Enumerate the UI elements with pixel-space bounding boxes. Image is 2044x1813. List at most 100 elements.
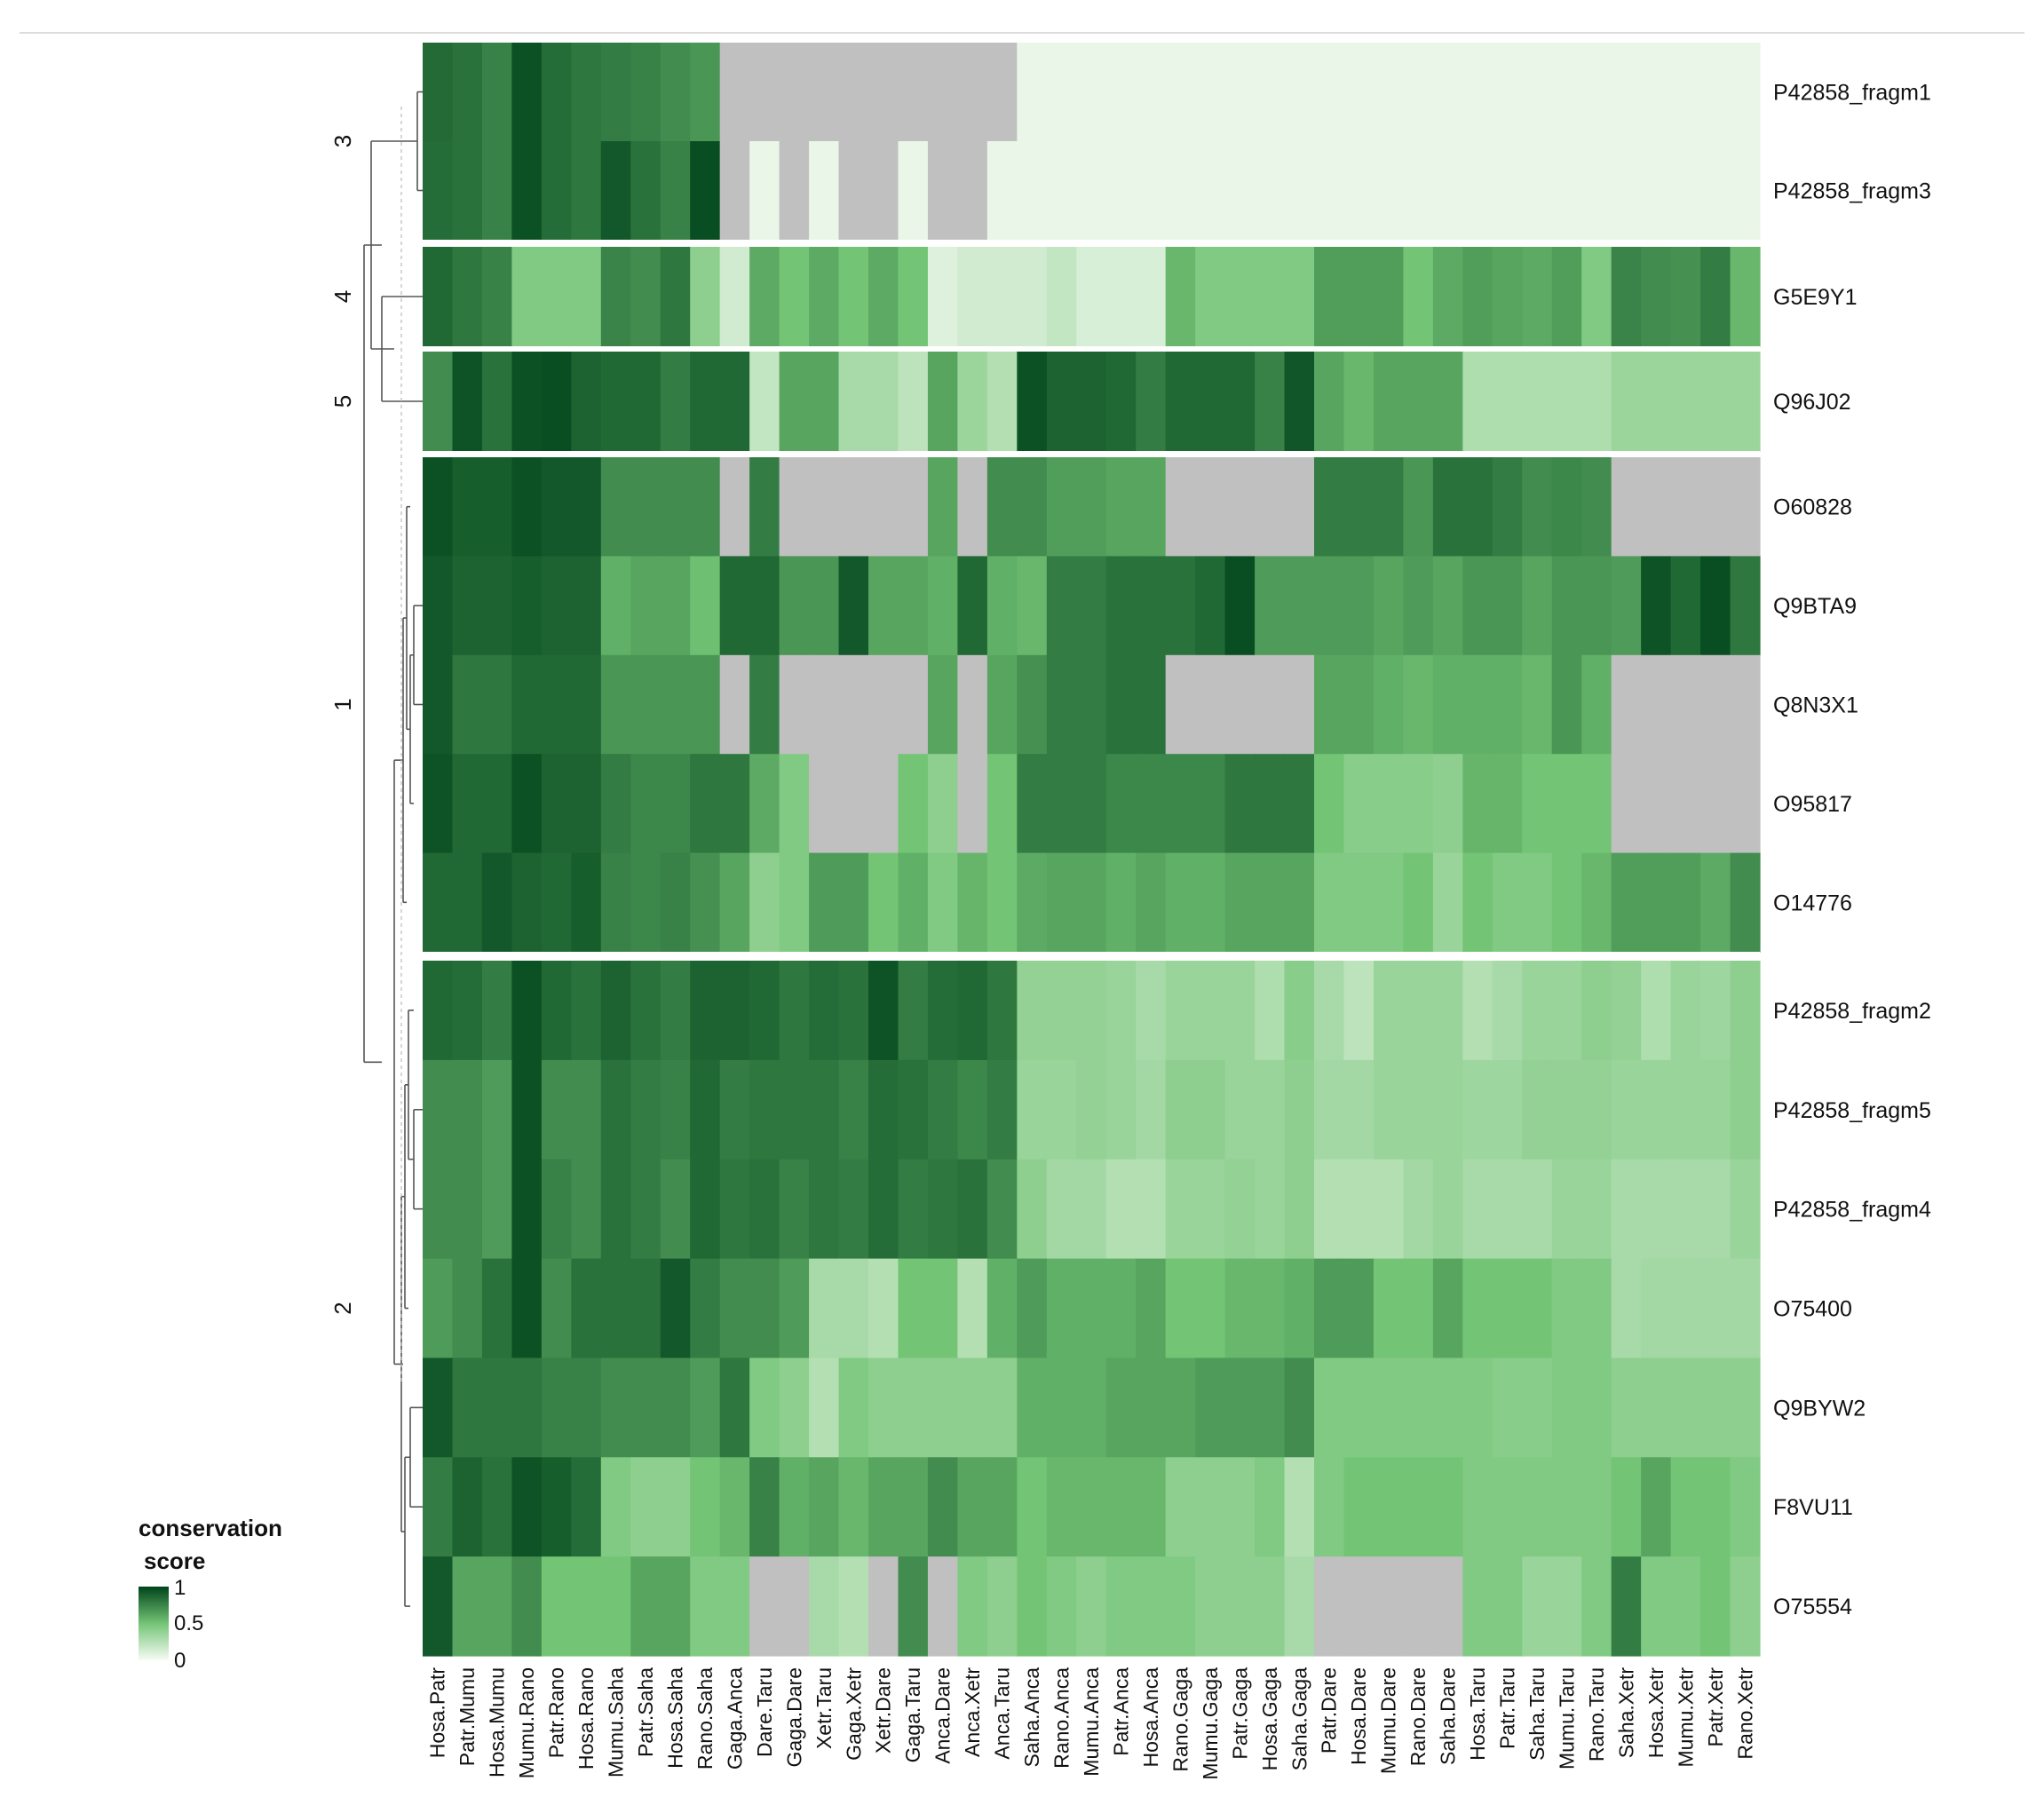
heatmap-cell [986, 556, 1018, 656]
heatmap-cell [690, 852, 721, 953]
heatmap-cell [541, 1457, 572, 1557]
heatmap-cell [423, 1159, 454, 1260]
heatmap-cell [986, 1556, 1018, 1657]
cluster-label: 4 [329, 290, 356, 303]
heatmap-cell [1551, 141, 1582, 241]
heatmap-cell [1492, 754, 1523, 854]
heatmap-cell [986, 754, 1018, 854]
heatmap-cell [660, 654, 691, 755]
heatmap-cell [1611, 961, 1642, 1061]
heatmap-cell [1730, 754, 1761, 854]
heatmap-cell [1165, 754, 1196, 854]
heatmap-cell [1165, 1556, 1196, 1657]
heatmap-cell [779, 43, 810, 142]
heatmap-cell [1641, 654, 1672, 755]
heatmap-cell [1670, 654, 1701, 755]
heatmap-cell [749, 654, 780, 755]
heatmap-cell [511, 1556, 543, 1657]
heatmap-cell [1641, 1358, 1672, 1458]
heatmap-cell [452, 457, 483, 557]
heatmap-cell [1670, 754, 1701, 854]
heatmap-cell [1700, 1059, 1731, 1160]
heatmap-cell [1195, 754, 1226, 854]
heatmap-cell [1641, 247, 1672, 347]
heatmap-cell [690, 1258, 721, 1359]
heatmap-cell [481, 1556, 512, 1657]
heatmap-cell [719, 654, 750, 755]
heatmap-cell [1730, 1159, 1761, 1260]
heatmap-cell [423, 1358, 454, 1458]
heatmap-cell [898, 1159, 929, 1260]
row-label: O14776 [1773, 891, 1852, 915]
heatmap-cell [571, 852, 602, 953]
row-label: P42858_fragm3 [1773, 179, 1931, 204]
heatmap-cell [1670, 1358, 1701, 1458]
heatmap-cell [1136, 852, 1167, 953]
heatmap-cell [927, 457, 958, 557]
row-label: O95817 [1773, 792, 1852, 817]
heatmap-cell [1432, 1358, 1463, 1458]
heatmap-cell [1581, 1556, 1612, 1657]
heatmap-cell [541, 852, 572, 953]
heatmap-cell [1105, 43, 1137, 142]
heatmap-cell [749, 1258, 780, 1359]
heatmap-cell [1670, 141, 1701, 241]
heatmap-cell [1581, 1258, 1612, 1359]
column-label: Mumu.Saha [605, 1667, 628, 1777]
column-label: Patr.Gaga [1228, 1667, 1251, 1760]
heatmap-cell [541, 556, 572, 656]
column-label: Dare.Taru [753, 1667, 776, 1757]
heatmap-cell [868, 1556, 899, 1657]
heatmap-cell [452, 1556, 483, 1657]
heatmap-cell [481, 1457, 512, 1557]
heatmap-cell [1432, 247, 1463, 347]
heatmap-cell [1284, 141, 1315, 241]
legend-color-bar [139, 1587, 169, 1660]
column-label: Patr.Taru [1496, 1667, 1519, 1749]
heatmap-cell [1551, 852, 1582, 953]
heatmap-cell [1017, 352, 1048, 452]
heatmap-cell [1581, 247, 1612, 347]
heatmap-cell [1611, 1059, 1642, 1160]
heatmap-cell [986, 1059, 1018, 1160]
heatmap-cell [1195, 1457, 1226, 1557]
heatmap-cell [1432, 961, 1463, 1061]
heatmap-cell [1373, 1358, 1404, 1458]
heatmap-cell [779, 1059, 810, 1160]
heatmap-cell [957, 247, 988, 347]
legend-title-line1: conservation [139, 1515, 282, 1541]
column-label: Mumu.Dare [1377, 1667, 1400, 1774]
heatmap-cell [898, 1457, 929, 1557]
heatmap-cell [1432, 141, 1463, 241]
column-label: Saha.Anca [1020, 1667, 1043, 1768]
heatmap-cell [511, 352, 543, 452]
heatmap-cell [1462, 1059, 1493, 1160]
heatmap-cell [957, 352, 988, 452]
heatmap-cell [1255, 1457, 1286, 1557]
heatmap-cell [1432, 43, 1463, 142]
heatmap-cell [423, 457, 454, 557]
heatmap-cell [1373, 1556, 1404, 1657]
heatmap-cell [1670, 1159, 1701, 1260]
heatmap-cell [1522, 754, 1553, 854]
heatmap-cell [1432, 754, 1463, 854]
heatmap-cell [957, 754, 988, 854]
heatmap-cell [1373, 556, 1404, 656]
heatmap-cell [1730, 352, 1761, 452]
heatmap-cell [1343, 43, 1375, 142]
heatmap-cell [1224, 352, 1256, 452]
row-label: Q9BYW2 [1773, 1396, 1866, 1421]
column-label: Saha.Gaga [1287, 1667, 1311, 1771]
heatmap-cell [1284, 754, 1315, 854]
heatmap-cell [690, 1556, 721, 1657]
heatmap-cell [1581, 852, 1612, 953]
heatmap-cell [1224, 1059, 1256, 1160]
heatmap-cell [1046, 556, 1077, 656]
heatmap-cell [927, 556, 958, 656]
column-label: Anca.Xetr [961, 1667, 984, 1757]
heatmap-cell [1670, 1457, 1701, 1557]
heatmap-cell [1314, 352, 1345, 452]
heatmap-cell [1314, 1258, 1345, 1359]
heatmap-cell [1373, 457, 1404, 557]
heatmap-cell [1046, 754, 1077, 854]
